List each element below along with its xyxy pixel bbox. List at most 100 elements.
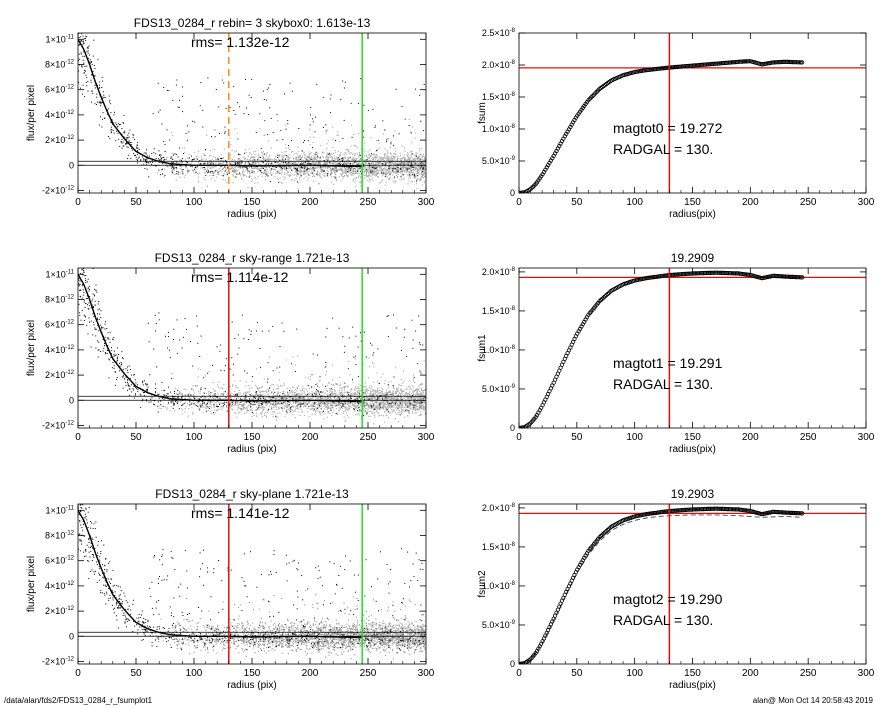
cumulative-flux-point [690,63,695,68]
flux-point [167,165,169,167]
noise-point [409,409,411,411]
cumulative-flux-point [744,59,749,64]
noise-point [372,169,374,171]
flux-point [271,174,273,176]
noise-point [363,163,365,165]
flux-point [316,83,318,85]
noise-point [297,404,299,406]
noise-point [376,380,378,382]
flux-point [203,167,205,169]
noise-point [340,162,342,164]
noise-point [394,156,396,158]
noise-point [273,168,275,170]
noise-point [296,172,298,174]
flux-point [420,120,422,122]
flux-point [337,157,339,159]
noise-point [333,388,335,390]
noise-point [371,400,373,402]
noise-point [421,167,423,169]
noise-point [372,400,374,402]
noise-point [284,174,286,176]
noise-point [277,392,279,394]
flux-point [411,162,413,164]
flux-point [376,173,378,175]
noise-point [396,163,398,165]
flux-point [83,28,84,29]
noise-point [337,159,339,161]
noise-point [207,166,209,168]
noise-point [268,393,270,395]
flux-point [237,138,239,140]
noise-point [342,407,344,409]
flux-point [374,125,376,127]
noise-point [393,171,395,173]
flux-point [329,162,331,164]
noise-point [358,181,360,183]
noise-point [253,163,255,165]
noise-point [249,152,251,154]
noise-point [360,176,362,178]
flux-point [206,170,208,172]
noise-point [399,171,401,173]
noise-point [386,156,388,158]
noise-point [285,396,287,398]
flux-point [291,90,293,92]
flux-point [252,161,254,163]
noise-point [242,170,244,172]
noise-point [215,162,217,164]
flux-point [397,167,399,169]
flux-point [194,121,196,123]
noise-point [171,153,173,155]
noise-point [389,167,391,169]
noise-point [229,169,231,171]
noise-point [421,148,423,150]
noise-point [240,173,242,175]
noise-point [378,404,380,406]
noise-point [326,409,328,411]
flux-point [111,126,113,128]
noise-point [331,167,333,169]
noise-point [231,165,233,167]
flux-point [163,159,165,161]
noise-point [333,158,335,160]
noise-point [330,162,332,164]
flux-point [330,112,331,114]
cumulative-flux-point [790,59,795,65]
noise-point [337,134,339,136]
noise-point [278,172,280,174]
noise-point [226,406,228,408]
noise-point [212,166,214,168]
noise-point [371,391,373,393]
noise-point [264,134,266,136]
noise-point [374,393,376,395]
noise-point [395,172,397,174]
noise-point [205,149,207,151]
flux-point [222,175,224,177]
flux-point [420,159,422,161]
noise-point [408,171,410,173]
cumulative-flux-point [694,63,699,68]
noise-point [393,178,395,180]
noise-point [373,405,375,407]
flux-point [137,150,139,152]
noise-point [387,151,389,153]
noise-point [424,162,426,164]
noise-point [262,158,264,160]
noise-point [345,170,347,172]
noise-point [395,162,397,164]
flux-point [189,165,191,167]
flux-point [342,163,344,165]
flux-point [265,163,267,165]
noise-point [229,155,231,157]
noise-point [404,397,406,399]
noise-point [322,392,324,394]
flux-point [200,163,202,165]
flux-point [263,99,265,100]
flux-point [207,77,209,79]
flux-point [354,160,356,162]
noise-point [419,150,421,152]
noise-point [270,169,272,171]
flux-point [166,129,168,131]
noise-point [241,161,243,163]
noise-point [387,162,389,164]
